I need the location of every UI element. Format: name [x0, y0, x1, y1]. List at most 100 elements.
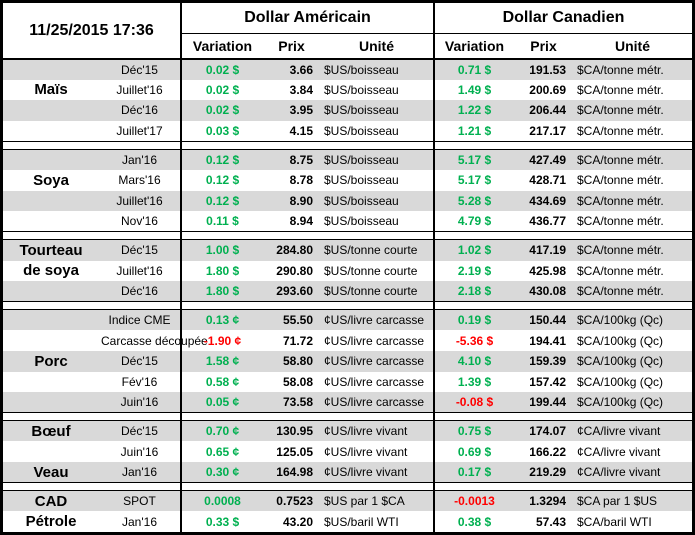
us-price: 290.80 — [276, 263, 313, 278]
us-price: 8.94 — [289, 214, 313, 229]
commodity-label: Soya — [33, 171, 69, 189]
ca-unit: ¢CA/livre vivant — [573, 420, 692, 442]
us-variation-header: Variation — [181, 33, 263, 60]
us-unit: ¢US/livre carcasse — [320, 350, 435, 372]
us-unit: $US/tonne courte — [320, 239, 435, 261]
commodity-label — [3, 190, 99, 212]
ca-price: 174.07 — [514, 420, 573, 442]
us-price: 3.84 — [289, 82, 313, 97]
us-unit: $US/tonne courte — [320, 260, 435, 282]
us-variation: 0.02 $ — [205, 82, 240, 97]
us-dollar-header: Dollar Américain — [181, 3, 435, 34]
ca-variation: 0.19 $ — [434, 309, 514, 331]
ca-variation: 1.49 $ — [457, 82, 492, 97]
commodity-label: Pétrole — [25, 513, 77, 531]
table-row: Veau Jan'16 0.30 ¢ 164.98 ¢US/livre viva… — [3, 462, 692, 483]
commodity-price-table: 11/25/2015 17:36 Dollar Américain Dollar… — [3, 3, 692, 532]
contract-month: Juillet'16 — [99, 79, 182, 101]
ca-unit: $CA par 1 $US — [573, 490, 692, 512]
us-unit: ¢US/livre carcasse — [320, 392, 435, 413]
table-row: Juin'16 0.05 ¢ 73.58 ¢US/livre carcasse … — [3, 392, 692, 413]
us-unit: $US/boisseau — [320, 100, 435, 121]
us-unit: ¢US/livre vivant — [320, 420, 435, 442]
commodity-label — [3, 211, 99, 232]
commodity-label — [3, 441, 99, 462]
table-row: Déc'15 0.02 $ 3.66 $US/boisseau 0.71 $ 1… — [3, 59, 692, 80]
ca-variation: 0.17 $ — [434, 462, 514, 483]
table-row: Porc Déc'15 1.58 ¢ 58.80 ¢US/livre carca… — [3, 350, 692, 372]
us-variation: 0.70 ¢ — [181, 420, 263, 442]
us-variation: 0.02 $ — [181, 100, 263, 121]
us-unit: $US/baril WTI — [320, 511, 435, 532]
contract-month: Juillet'16 — [99, 190, 182, 212]
us-price: 58.80 — [263, 350, 320, 372]
contract-month: Déc'15 — [99, 59, 182, 80]
us-price: 3.66 — [263, 59, 320, 80]
table-header: 11/25/2015 17:36 Dollar Américain Dollar… — [3, 3, 692, 60]
contract-month: Jan'16 — [99, 511, 182, 532]
us-unit: ¢US/livre carcasse — [320, 330, 435, 351]
table-row: Bœuf Déc'15 0.70 ¢ 130.95 ¢US/livre viva… — [3, 420, 692, 442]
ca-variation: -0.08 $ — [434, 392, 514, 413]
ca-variation: 4.10 $ — [434, 350, 514, 372]
ca-variation: 4.79 $ — [457, 214, 492, 229]
commodity-label: Tourteau — [3, 239, 99, 261]
commodity-label: de soya — [23, 262, 79, 280]
us-unit: ¢US/livre carcasse — [320, 371, 435, 393]
group-separator — [3, 231, 692, 241]
ca-unit: $CA/100kg (Qc) — [577, 333, 664, 348]
ca-unit: ¢CA/livre vivant — [577, 444, 661, 459]
us-variation: 0.58 ¢ — [205, 374, 240, 389]
table-row: Tourteau Déc'15 1.00 $ 284.80 $US/tonne … — [3, 239, 692, 261]
ca-price: 150.44 — [514, 309, 573, 331]
ca-unit: $CA/baril WTI — [577, 514, 652, 529]
us-price: 164.98 — [263, 462, 320, 483]
us-unit: ¢US/livre vivant — [320, 462, 435, 483]
us-variation: 1.80 $ — [181, 281, 263, 302]
commodity-label: CAD — [3, 490, 99, 512]
commodity-label — [3, 281, 99, 302]
us-unit: $US/boisseau — [320, 211, 435, 232]
contract-month: Juin'16 — [99, 441, 182, 462]
us-variation: 0.33 $ — [205, 514, 240, 529]
ca-variation: -0.0013 — [434, 490, 514, 512]
us-variation: 0.05 ¢ — [181, 392, 263, 413]
table-row: CAD SPOT 0.0008 0.7523 $US par 1 $CA -0.… — [3, 490, 692, 512]
commodity-label — [3, 100, 99, 121]
contract-month: Jan'16 — [99, 149, 182, 171]
ca-variation: 5.17 $ — [434, 149, 514, 171]
ca-variation: 1.02 $ — [434, 239, 514, 261]
commodity-label — [3, 330, 99, 351]
contract-month: SPOT — [99, 490, 182, 512]
group-tourteau: Tourteau Déc'15 1.00 $ 284.80 $US/tonne … — [3, 239, 692, 302]
commodity-label: Porc — [3, 350, 99, 372]
ca-price: 417.19 — [514, 239, 573, 261]
ca-unit: $CA/tonne métr. — [577, 82, 664, 97]
us-variation: -1.90 ¢ — [203, 333, 242, 348]
table-row: Indice CME 0.13 ¢ 55.50 ¢US/livre carcas… — [3, 309, 692, 331]
ca-unit-header: Unité — [573, 33, 692, 60]
ca-price: 199.44 — [514, 392, 573, 413]
ca-variation: 0.75 $ — [434, 420, 514, 442]
ca-price: 436.77 — [529, 214, 566, 229]
us-price: 8.78 — [289, 173, 313, 188]
us-price: 130.95 — [263, 420, 320, 442]
contract-month: Jan'16 — [99, 462, 182, 483]
us-variation: 0.11 $ — [206, 214, 239, 229]
group-separator — [3, 140, 692, 150]
us-variation: 0.12 $ — [181, 149, 263, 171]
table-row: Nov'16 0.11 $ 8.94 $US/boisseau 4.79 $ 4… — [3, 211, 692, 232]
us-price-header: Prix — [263, 33, 320, 60]
us-unit: $US/boisseau — [320, 190, 435, 212]
table-row: Juillet'17 0.03 $ 4.15 $US/boisseau 1.21… — [3, 120, 692, 142]
contract-month: Indice CME — [99, 309, 182, 331]
us-variation: 1.58 ¢ — [181, 350, 263, 372]
us-variation: 0.12 $ — [181, 190, 263, 212]
commodity-label — [3, 372, 99, 393]
commodity-label: Maïs — [34, 81, 68, 99]
us-price: 58.08 — [282, 374, 313, 389]
table-row: Juin'16 0.65 ¢ 125.05 ¢US/livre vivant 0… — [3, 441, 692, 462]
ca-unit: $CA/tonne métr. — [577, 173, 664, 188]
contract-month: Déc'15 — [99, 420, 182, 442]
us-price: 0.7523 — [263, 490, 320, 512]
